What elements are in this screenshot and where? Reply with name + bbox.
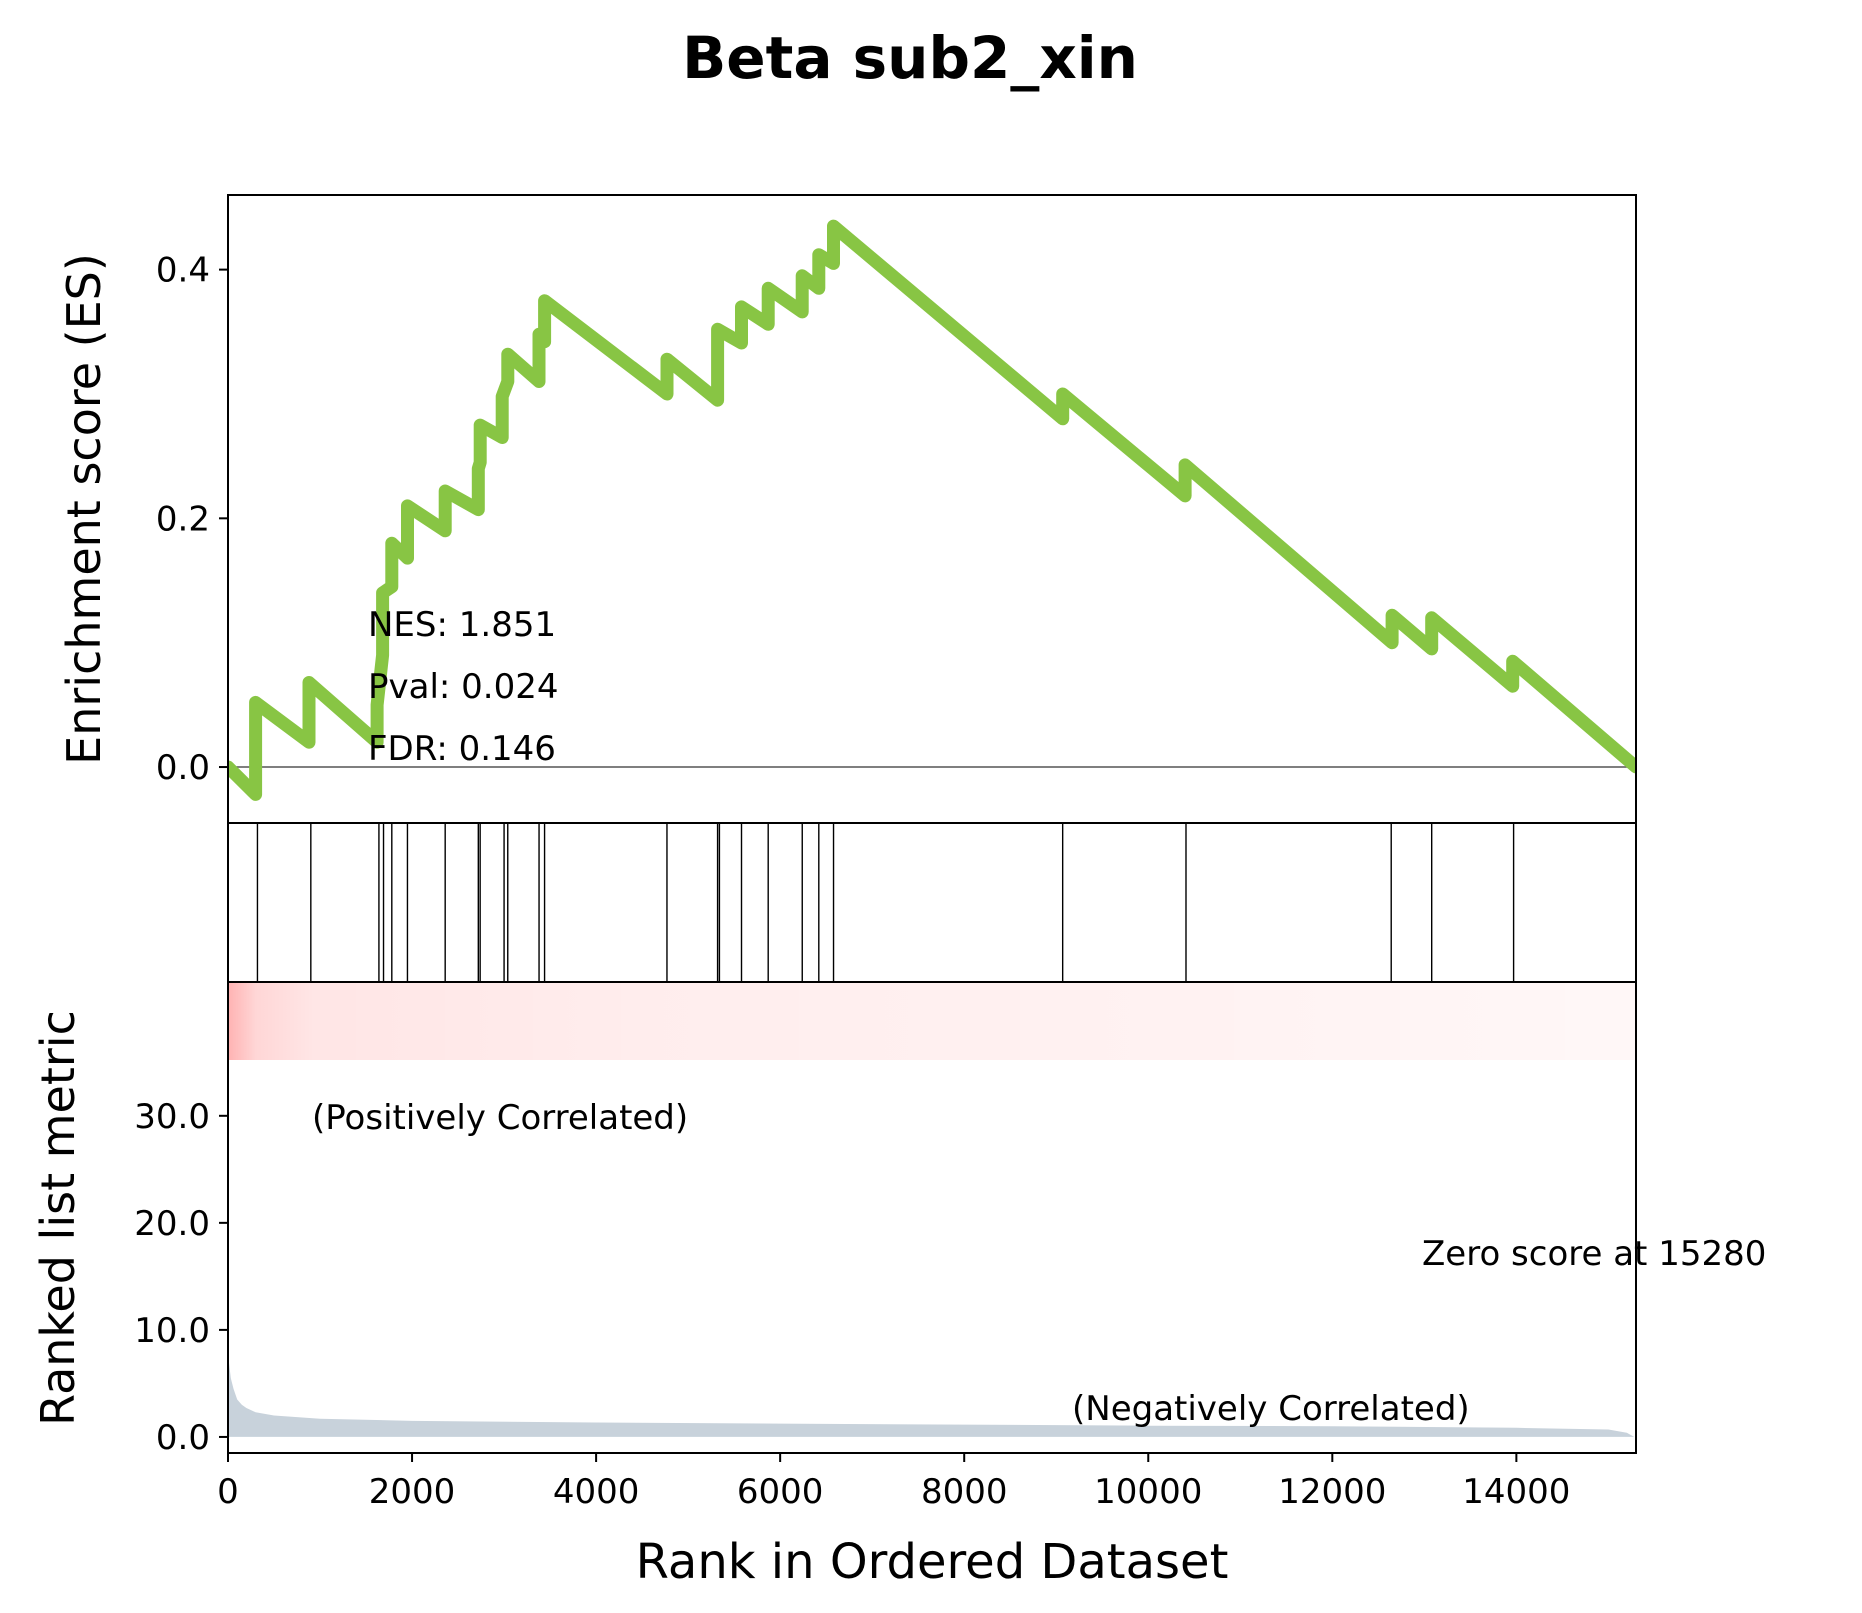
x-tick-label: 10000 — [1094, 1472, 1202, 1512]
es-y-tick-label: 0.4 — [156, 251, 210, 291]
ranked-y-tick-label: 30.0 — [134, 1097, 210, 1137]
x-tick-label: 14000 — [1462, 1472, 1570, 1512]
hits-panel — [227, 822, 1637, 983]
es-y-tick-label: 0.2 — [156, 499, 210, 539]
pval-annotation: Pval: 0.024 — [368, 667, 559, 707]
hit-lines — [256, 823, 1515, 982]
x-tick-label: 8000 — [921, 1472, 1008, 1512]
es-curve-line — [228, 219, 1636, 801]
es-y-axis-label: Enrichment score (ES) — [57, 253, 111, 765]
x-axis: 0 2000 4000 6000 8000 10000 12000 14000 — [217, 1453, 1570, 1512]
es-y-axis: 0.0 0.2 0.4 — [156, 251, 228, 788]
ranked-y-tick-label: 0.0 — [156, 1418, 210, 1458]
zero-score-label: Zero score at 15280 — [1422, 1234, 1766, 1274]
x-tick-label: 12000 — [1278, 1472, 1386, 1512]
hits-panel-frame — [227, 822, 1637, 983]
es-curve-group — [228, 219, 1636, 801]
ranked-panel-frame — [227, 981, 1637, 1454]
es-panel: 0.0 0.2 0.4 Enrichment score (ES) NES: 1.8… — [57, 194, 1637, 824]
x-tick-label: 4000 — [553, 1472, 640, 1512]
ranked-metric-area — [228, 1329, 1635, 1437]
x-tick-label: 0 — [217, 1472, 239, 1512]
fdr-annotation: FDR: 0.146 — [368, 729, 556, 769]
ranked-heat-bar — [228, 982, 1636, 1060]
nes-annotation: NES: 1.851 — [368, 605, 556, 645]
ranked-panel: 0.0 10.0 20.0 30.0 Ranked list metric (Posi… — [31, 981, 1766, 1458]
figure-title: Beta sub2_xin — [682, 24, 1138, 92]
ranked-y-axis: 0.0 10.0 20.0 30.0 — [134, 1097, 228, 1458]
ranked-y-tick-label: 20.0 — [134, 1204, 210, 1244]
ranked-y-tick-label: 10.0 — [134, 1311, 210, 1351]
negatively-correlated-label: (Negatively Correlated) — [1072, 1389, 1470, 1429]
x-tick-label: 6000 — [737, 1472, 824, 1512]
es-y-tick-label: 0.0 — [156, 748, 210, 788]
ranked-y-axis-label: Ranked list metric — [31, 1010, 85, 1426]
x-axis-label: Rank in Ordered Dataset — [636, 1534, 1229, 1590]
positively-correlated-label: (Positively Correlated) — [312, 1098, 688, 1138]
x-tick-label: 2000 — [369, 1472, 456, 1512]
